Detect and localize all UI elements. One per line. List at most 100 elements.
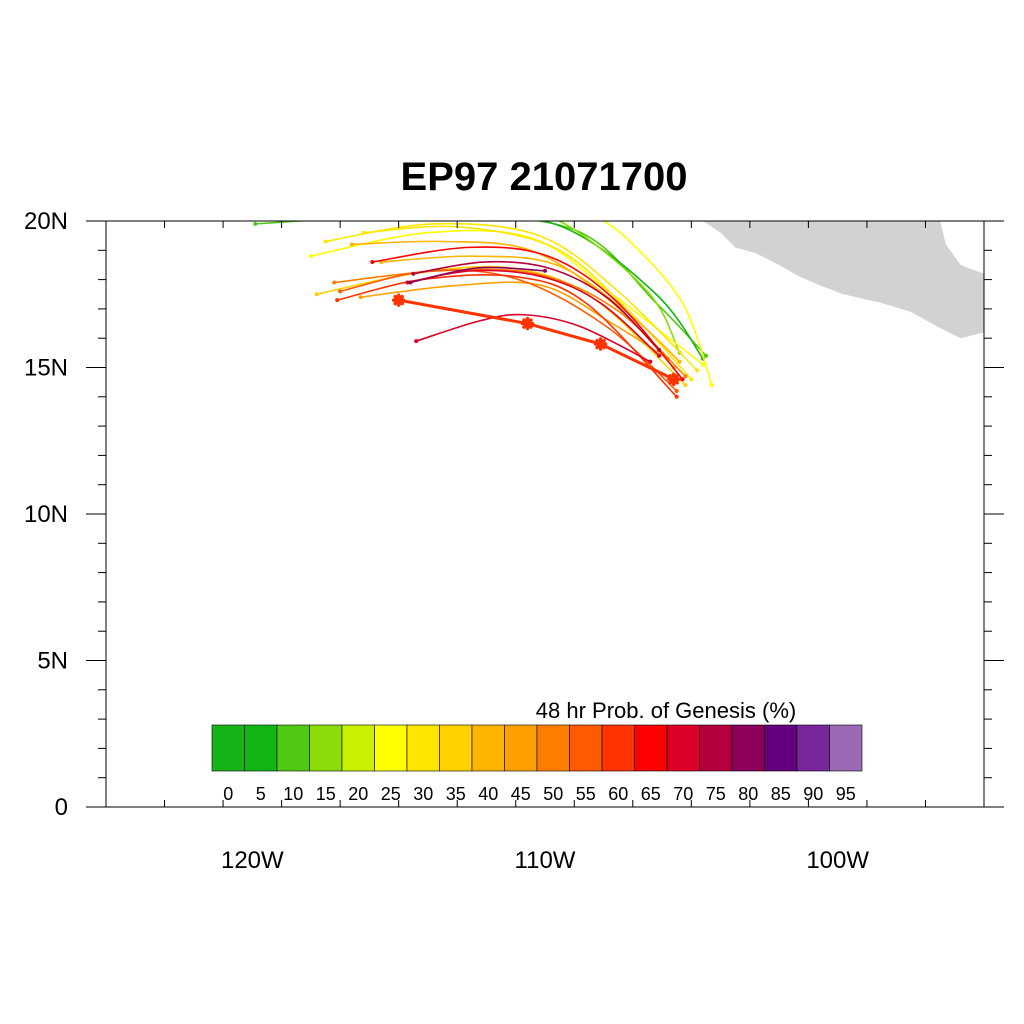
track-end-point [695,368,700,373]
ensemble-track-line [415,313,652,363]
track-position-marker [391,293,406,307]
y-tick-label: 5N [37,648,68,675]
colorbar-label: 35 [446,784,466,804]
track-start-point [308,254,313,259]
track-start-point [370,260,375,265]
track-start-point [405,280,410,285]
colorbar-swatch [439,724,473,772]
colorbar-swatch [634,724,668,772]
colorbar-label: 70 [673,784,693,804]
track-start-point [408,280,413,285]
track-end-point [689,377,694,382]
colorbar: 48 hr Prob. of Genesis (%) 0 5 10 15 20 25 30 3… [211,698,863,804]
ensemble-track-line [315,265,687,386]
track-end-point [543,268,547,273]
colorbar-swatch [601,724,635,772]
track-end-point [674,394,679,399]
ensemble-track-line [380,255,681,363]
colorbar-label: 90 [803,784,823,804]
x-tick-label: 120W [221,847,284,874]
track-end-point [683,383,688,388]
y-tick-label: 20N [24,208,68,235]
track-end-point [657,347,662,352]
track-end-point [677,359,682,364]
ensemble-track-line [371,246,684,381]
ensemble-track-line [336,274,678,398]
colorbar-label: 80 [738,784,758,804]
track-end-point [648,359,653,364]
colorbar-swatch [244,724,278,772]
track-start-point [361,230,366,235]
track-start-point [314,292,319,297]
colorbar-swatch [666,724,700,772]
colorbar-swatch [341,724,375,772]
colorbar-swatch [829,724,863,772]
colorbar-swatch [504,724,538,772]
track-position-marker [593,337,608,351]
ensemble-track-line [310,229,704,366]
main-track-line [397,298,676,381]
track-end-point [709,383,714,388]
ensemble-track-line [409,266,546,284]
colorbar-label: 75 [706,784,726,804]
track-start-point [349,242,354,247]
y-tick-label: 0 [55,794,68,821]
x-tick-label: 110W [515,847,576,874]
colorbar-swatch [699,724,733,772]
colorbar-title: 48 hr Prob. of Genesis (%) [536,698,796,723]
track-end-point [683,374,688,379]
track-start-point [484,207,488,211]
track-start-point [414,339,419,344]
chart-title: EP97 21071700 [401,155,688,199]
colorbar-label: 95 [836,784,856,804]
y-tick-label: 15N [24,355,68,382]
colorbar-swatch [536,724,570,772]
track-start-point [338,289,343,294]
colorbar-label: 10 [283,784,303,804]
colorbar-label: 5 [256,784,266,804]
track-start-point [335,298,340,303]
track-start-point [587,210,591,214]
track-end-point [703,353,708,358]
colorbar-swatch [276,724,310,772]
colorbar-swatch [471,724,505,772]
land-mass [703,221,984,339]
colorbar-label: 20 [348,784,368,804]
colorbar-label: 60 [608,784,628,804]
colorbar-swatch [309,724,343,772]
colorbar-swatch [569,724,603,772]
colorbar-swatch [211,724,245,772]
colorbar-label: 25 [381,784,401,804]
track-start-point [323,239,328,244]
track-end-point [674,388,679,393]
track-start-point [358,295,363,300]
track-start-point [253,221,258,226]
track-start-point [455,210,459,214]
x-tick-label: 100W [806,847,869,874]
colorbar-label: 45 [511,784,531,804]
colorbar-swatch [796,724,830,772]
axis-labels: 120W 110W 100W 0 5N 10N 15N 20N [24,208,869,874]
ensemble-track-line [339,269,678,392]
axis-ticks [86,220,1004,808]
ensemble-track-line [557,221,681,354]
ensemble-track-line [602,221,713,386]
colorbar-label: 40 [478,784,498,804]
colorbar-label: 85 [771,784,791,804]
track-start-point [411,271,416,276]
track-lines [253,207,714,399]
track-end-point [680,377,685,382]
ensemble-track-line [412,260,660,351]
track-end-point [657,353,662,358]
colorbar-swatch [374,724,408,772]
y-tick-label: 10N [24,501,68,528]
colorbar-label: 50 [543,784,563,804]
track-end-point [701,362,706,367]
track-position-marker [667,372,681,386]
colorbar-swatch [764,724,798,772]
colorbar-label: 55 [576,784,596,804]
colorbar-label: 0 [223,784,233,804]
colorbar-label: 65 [641,784,661,804]
ensemble-track-line [359,281,669,360]
colorbar-swatch [406,724,440,772]
